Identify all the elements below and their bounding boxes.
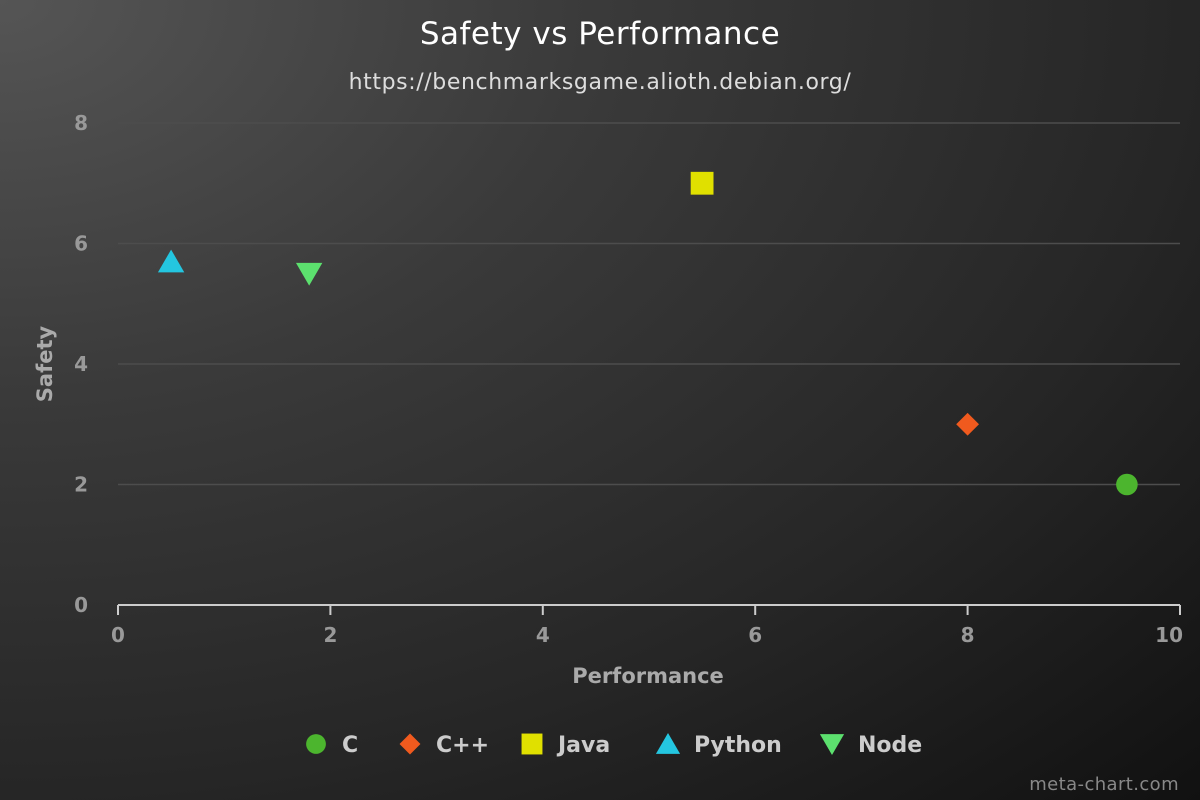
legend-item-python[interactable]: Python: [655, 733, 782, 758]
x-tick-label: 0: [111, 623, 125, 647]
legend: C C++ Java Python Node: [306, 733, 922, 758]
legend-marker[interactable]: [819, 734, 845, 755]
legend-item-java[interactable]: Java: [521, 733, 611, 758]
data-point-node[interactable]: [295, 262, 323, 286]
tick-labels: 0 2 4 6 8 0 2 4 6 8 10: [74, 111, 1183, 647]
legend-label: C++: [436, 733, 489, 758]
legend-label: C: [342, 733, 358, 758]
x-tick-label: 6: [748, 623, 762, 647]
data-point-cpp[interactable]: [956, 412, 979, 436]
chart-subtitle: https://benchmarksgame.alioth.debian.org…: [349, 70, 852, 95]
legend-marker[interactable]: [655, 733, 681, 754]
data-points: [157, 171, 1138, 496]
credit-label[interactable]: meta-chart.com: [1029, 774, 1179, 795]
y-tick-label: 8: [74, 111, 88, 135]
data-point-java[interactable]: [690, 171, 714, 195]
data-point-c[interactable]: [1116, 473, 1138, 496]
x-axis-title: Performance: [572, 664, 724, 688]
axes: [117, 604, 1181, 615]
legend-label: Java: [556, 733, 610, 758]
x-tick-label: 10: [1155, 623, 1183, 647]
x-tick-label: 8: [961, 623, 975, 647]
grid-lines: [118, 122, 1180, 486]
legend-label: Python: [694, 733, 782, 758]
legend-marker[interactable]: [521, 733, 543, 755]
x-tick-label: 2: [323, 623, 337, 647]
y-tick-label: 2: [74, 473, 88, 497]
legend-marker[interactable]: [399, 733, 421, 755]
y-tick-label: 4: [74, 352, 88, 376]
chart-title: Safety vs Performance: [420, 16, 780, 52]
y-tick-label: 0: [74, 593, 88, 617]
legend-label: Node: [858, 733, 922, 758]
legend-item-c[interactable]: C: [306, 733, 358, 758]
y-axis-title: Safety: [33, 325, 57, 402]
data-point-python[interactable]: [157, 249, 185, 273]
legend-marker[interactable]: [306, 734, 326, 754]
legend-item-node[interactable]: Node: [819, 733, 922, 758]
x-tick-label: 4: [536, 623, 550, 647]
y-tick-label: 6: [74, 232, 88, 256]
legend-item-cpp[interactable]: C++: [399, 733, 489, 758]
